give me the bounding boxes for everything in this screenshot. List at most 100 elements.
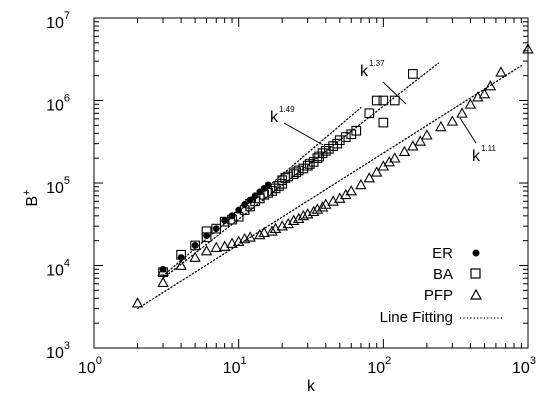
ba-point — [245, 198, 255, 209]
pfp-point — [311, 203, 324, 214]
annotation-leader-1-49 — [283, 122, 324, 146]
pfp-point — [297, 209, 310, 221]
ba-point — [351, 125, 362, 136]
pfp-point — [189, 251, 201, 262]
pfp-point — [226, 237, 238, 248]
legend: ER BA PFP Line Fitting — [380, 245, 502, 326]
pfp-point — [446, 115, 459, 126]
ba-point — [201, 226, 212, 237]
pfp-point — [334, 192, 346, 203]
ba-point — [346, 129, 357, 140]
pfp-point — [200, 245, 213, 256]
pfp-point — [345, 185, 357, 196]
annotation-k-1-37: k1.37 — [360, 59, 385, 80]
pfp-point — [414, 135, 426, 146]
ba-point — [314, 151, 324, 162]
er-point — [191, 242, 199, 249]
y-tick-label: 105 — [46, 175, 70, 197]
legend-marker-ba — [470, 268, 481, 279]
pfp-point — [320, 198, 332, 209]
pfp-point — [157, 276, 169, 288]
fit-line — [136, 65, 523, 310]
pfp-point — [210, 241, 222, 252]
ba-point — [267, 186, 277, 196]
ba-point — [378, 95, 389, 106]
pfp-point — [472, 91, 484, 102]
y-tick-label: 104 — [46, 258, 70, 280]
pfp-point — [435, 120, 447, 132]
pfp-point — [254, 228, 266, 240]
pfp-point — [218, 240, 231, 251]
ba-point — [219, 216, 230, 227]
ba-point — [408, 69, 418, 79]
annotation-leader-1-37 — [382, 81, 407, 105]
x-tick-label: 101 — [223, 355, 247, 377]
plot-frame — [93, 17, 529, 349]
annotations: k1.37 k1.49 k1.11 — [270, 59, 497, 165]
x-axis-label: k — [307, 378, 316, 395]
ba-point — [227, 214, 237, 225]
pfp-point — [307, 205, 320, 216]
pfp-point — [421, 129, 433, 140]
pfp-point — [175, 259, 187, 270]
pfp-point — [478, 88, 491, 99]
pfp-point — [266, 225, 278, 236]
legend-label-ba: BA — [433, 266, 453, 283]
pfp-point — [244, 231, 256, 242]
ba-point — [190, 240, 200, 251]
ba-point — [334, 135, 345, 146]
ba-point — [201, 232, 212, 243]
ba-point — [176, 249, 186, 260]
y-tick-label: 106 — [46, 93, 70, 115]
ba-point — [211, 223, 222, 234]
legend-label-line-fitting: Line Fitting — [380, 309, 453, 326]
pfp-point — [398, 145, 411, 157]
pfp-point — [389, 152, 401, 163]
ba-point — [364, 108, 375, 119]
pfp-point — [456, 107, 468, 118]
pfp-point — [258, 226, 270, 238]
pfp-point — [327, 195, 339, 206]
pfp-point — [363, 172, 376, 183]
axis-tick-labels: 100 101 102 103 103 104 105 106 107 — [46, 10, 536, 377]
ba-point — [389, 95, 400, 106]
ba-point — [332, 138, 343, 149]
ba-point — [371, 95, 382, 106]
ba-point — [158, 267, 168, 278]
pfp-point — [316, 201, 329, 212]
pfp-point — [464, 98, 477, 109]
fit-line — [162, 62, 439, 279]
pfp-point — [287, 214, 300, 226]
pfp-point — [282, 217, 294, 229]
legend-marker-er — [472, 249, 480, 257]
ba-point — [233, 211, 244, 222]
ba-point — [288, 169, 299, 180]
x-tick-label: 103 — [512, 355, 536, 377]
pfp-point — [292, 212, 305, 224]
er-point — [221, 217, 229, 225]
x-tick-label: 100 — [78, 355, 102, 377]
ba-point — [274, 181, 284, 191]
x-tick-label: 102 — [367, 355, 391, 377]
pfp-point — [131, 297, 144, 308]
pfp-point — [484, 80, 497, 91]
data-points — [131, 43, 534, 308]
pfp-point — [157, 265, 169, 276]
annotation-leader-1-11 — [459, 117, 477, 144]
ba-point — [340, 132, 351, 142]
pfp-point — [370, 166, 383, 177]
axis-ticks — [93, 18, 528, 349]
annotation-k-1-11: k1.11 — [472, 144, 497, 165]
pfp-point — [522, 43, 534, 54]
fit-lines — [136, 62, 523, 310]
y-tick-label: 107 — [46, 10, 70, 32]
er-point — [212, 225, 220, 233]
pfp-point — [495, 66, 507, 77]
ba-point — [378, 117, 389, 128]
ba-point — [239, 205, 250, 215]
legend-marker-pfp — [469, 288, 483, 300]
ba-point — [312, 153, 323, 164]
annotation-k-1-49: k1.49 — [270, 105, 295, 126]
pfp-point — [355, 178, 367, 190]
